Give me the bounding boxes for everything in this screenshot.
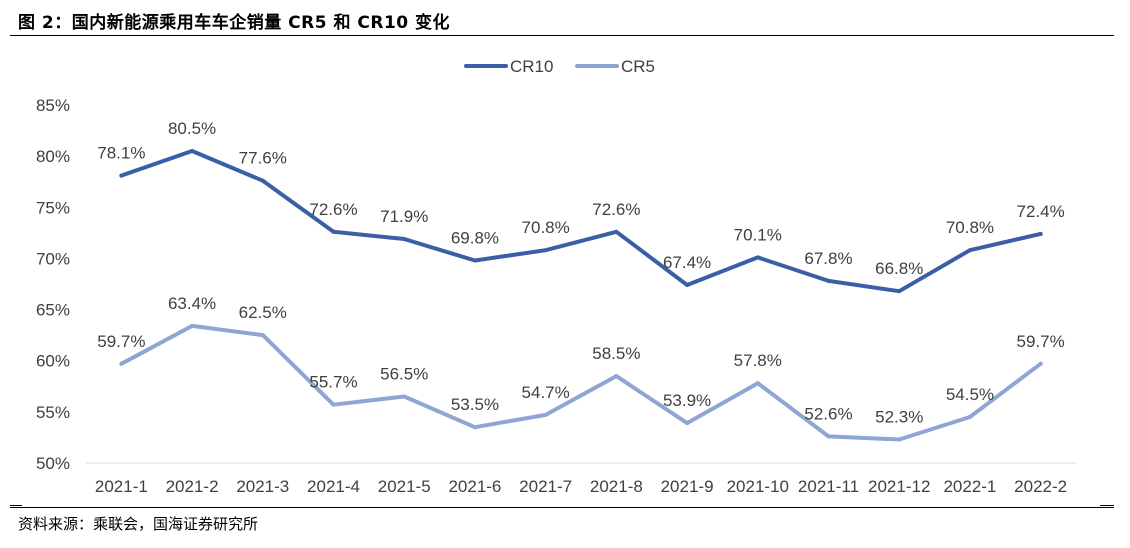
data-label-cr5: 58.5%	[592, 344, 640, 363]
figure-title: 图 2：国内新能源乘用车车企销量 CR5 和 CR10 变化	[18, 13, 451, 33]
data-label-cr10: 70.8%	[946, 218, 994, 237]
data-label-cr5: 62.5%	[239, 303, 287, 322]
y-tick-label: 65%	[36, 301, 70, 320]
data-label-cr5: 53.9%	[663, 391, 711, 410]
series-cr5: 59.7% 63.4% 62.5% 55.7% 56.5% 53.5% 54.7% 58.5%…	[97, 294, 1065, 442]
y-axis: 50% 55% 60% 65% 70% 75% 80% 85%	[36, 96, 70, 473]
data-label-cr10: 72.6%	[309, 200, 357, 219]
x-tick-label: 2021-12	[868, 477, 930, 496]
data-point-cr5	[190, 323, 195, 328]
data-point-cr5	[472, 425, 477, 430]
data-label-cr5: 53.5%	[451, 395, 499, 414]
y-tick-label: 70%	[36, 249, 70, 268]
x-axis: 2021-1 2021-2 2021-3 2021-4 2021-5 2021-6 2021…	[86, 462, 1076, 496]
data-point-cr10	[967, 248, 972, 253]
x-tick-label: 2021-3	[236, 477, 289, 496]
data-point-cr10	[897, 289, 902, 294]
source-note: 资料来源：乘联会，国海证券研究所	[18, 515, 259, 533]
y-tick-label: 80%	[36, 147, 70, 166]
data-label-cr5: 52.6%	[804, 404, 852, 423]
data-point-cr5	[331, 402, 336, 407]
x-tick-label: 2022-1	[943, 477, 996, 496]
y-tick-label: 85%	[36, 96, 70, 115]
data-label-cr5: 54.5%	[946, 385, 994, 404]
data-point-cr5	[614, 374, 619, 379]
data-label-cr5: 55.7%	[309, 373, 357, 392]
data-label-cr10: 72.6%	[592, 200, 640, 219]
line-chart: CR10 CR5 50%55%60%65%70%75%80%85% 2021-1 2…	[36, 57, 1076, 496]
data-label-cr10: 77.6%	[239, 149, 287, 168]
data-label-cr10: 67.8%	[804, 249, 852, 268]
series-line-cr5	[119, 323, 1043, 442]
data-label-cr10: 70.8%	[522, 218, 570, 237]
y-tick-label: 60%	[36, 352, 70, 371]
series-line-cr10	[119, 149, 1043, 294]
data-point-cr10	[614, 229, 619, 234]
x-tick-label: 2021-5	[378, 477, 431, 496]
bottom-rule	[10, 507, 1114, 508]
x-tick-label: 2021-6	[448, 477, 501, 496]
series-cr10: 78.1% 80.5% 77.6% 72.6% 71.9% 69.8% 70.8% 72.6%…	[97, 119, 1065, 294]
data-point-cr5	[755, 381, 760, 386]
data-point-cr5	[543, 412, 548, 417]
corner-mark-left	[10, 505, 22, 506]
x-tick-label: 2021-10	[727, 477, 789, 496]
y-tick-label: 50%	[36, 454, 70, 473]
data-label-cr5: 57.8%	[734, 351, 782, 370]
data-label-cr10: 69.8%	[451, 228, 499, 247]
data-label-cr10: 67.4%	[663, 253, 711, 272]
data-label-cr5: 52.3%	[875, 407, 923, 426]
data-point-cr10	[685, 283, 690, 288]
data-label-cr10: 71.9%	[380, 207, 428, 226]
corner-mark-right	[1100, 505, 1114, 506]
x-tick-label: 2021-11	[798, 477, 859, 496]
data-point-cr5	[967, 414, 972, 419]
x-tick-label: 2021-8	[590, 477, 643, 496]
data-point-cr10	[543, 248, 548, 253]
data-point-cr10	[1038, 231, 1043, 236]
data-label-cr5: 54.7%	[522, 383, 570, 402]
x-tick-label: 2021-2	[166, 477, 219, 496]
data-label-cr5: 59.7%	[97, 332, 145, 351]
data-point-cr10	[826, 278, 831, 283]
data-label-cr5: 63.4%	[168, 294, 216, 313]
data-point-cr10	[402, 236, 407, 241]
data-point-cr10	[119, 173, 124, 178]
x-tick-label: 2021-4	[307, 477, 360, 496]
data-point-cr5	[826, 434, 831, 439]
legend-label-cr5: CR5	[621, 57, 655, 76]
data-point-cr10	[331, 229, 336, 234]
data-point-cr5	[260, 333, 265, 338]
data-point-cr5	[119, 361, 124, 366]
data-point-cr10	[190, 149, 195, 154]
data-label-cr5: 59.7%	[1017, 332, 1065, 351]
data-label-cr10: 78.1%	[97, 144, 145, 163]
data-point-cr10	[472, 258, 477, 263]
data-point-cr5	[402, 394, 407, 399]
data-label-cr10: 66.8%	[875, 259, 923, 278]
data-point-cr10	[260, 178, 265, 183]
x-tick-label: 2021-7	[519, 477, 572, 496]
x-tick-label: 2022-2	[1014, 477, 1067, 496]
series-layer: 78.1% 80.5% 77.6% 72.6% 71.9% 69.8% 70.8% 72.6%…	[97, 119, 1065, 442]
legend-label-cr10: CR10	[510, 57, 553, 76]
data-label-cr10: 70.1%	[734, 225, 782, 244]
x-tick-label: 2021-1	[95, 477, 148, 496]
top-rule	[10, 35, 1114, 36]
y-tick-label: 75%	[36, 198, 70, 217]
x-tick-label: 2021-9	[661, 477, 714, 496]
data-point-cr5	[1038, 361, 1043, 366]
legend: CR10 CR5	[464, 57, 655, 76]
data-point-cr5	[897, 437, 902, 442]
data-label-cr5: 56.5%	[380, 365, 428, 384]
data-point-cr10	[755, 255, 760, 260]
y-tick-label: 55%	[36, 403, 70, 422]
data-label-cr10: 80.5%	[168, 119, 216, 138]
data-label-cr10: 72.4%	[1017, 202, 1065, 221]
data-point-cr5	[685, 421, 690, 426]
